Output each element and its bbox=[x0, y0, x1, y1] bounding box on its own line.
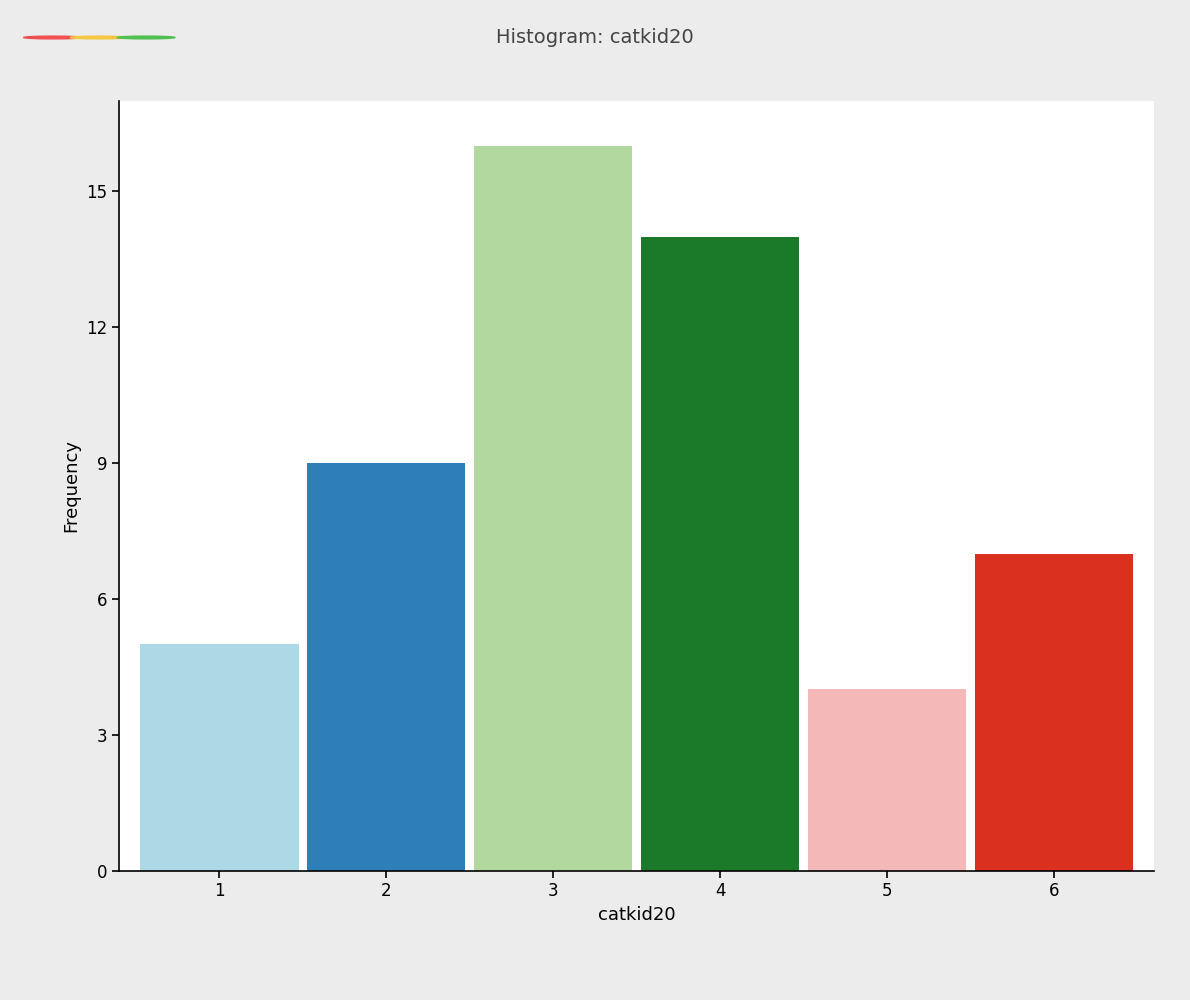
Text: Histogram: catkid20: Histogram: catkid20 bbox=[496, 28, 694, 47]
Circle shape bbox=[117, 36, 175, 39]
Y-axis label: Frequency: Frequency bbox=[62, 439, 81, 532]
Bar bbox=[474, 146, 632, 870]
Bar bbox=[641, 237, 800, 870]
Bar bbox=[307, 463, 465, 870]
Bar bbox=[808, 689, 966, 870]
Bar bbox=[975, 554, 1133, 870]
X-axis label: catkid20: catkid20 bbox=[597, 906, 676, 924]
Bar bbox=[140, 644, 299, 870]
Circle shape bbox=[24, 36, 82, 39]
Circle shape bbox=[70, 36, 129, 39]
